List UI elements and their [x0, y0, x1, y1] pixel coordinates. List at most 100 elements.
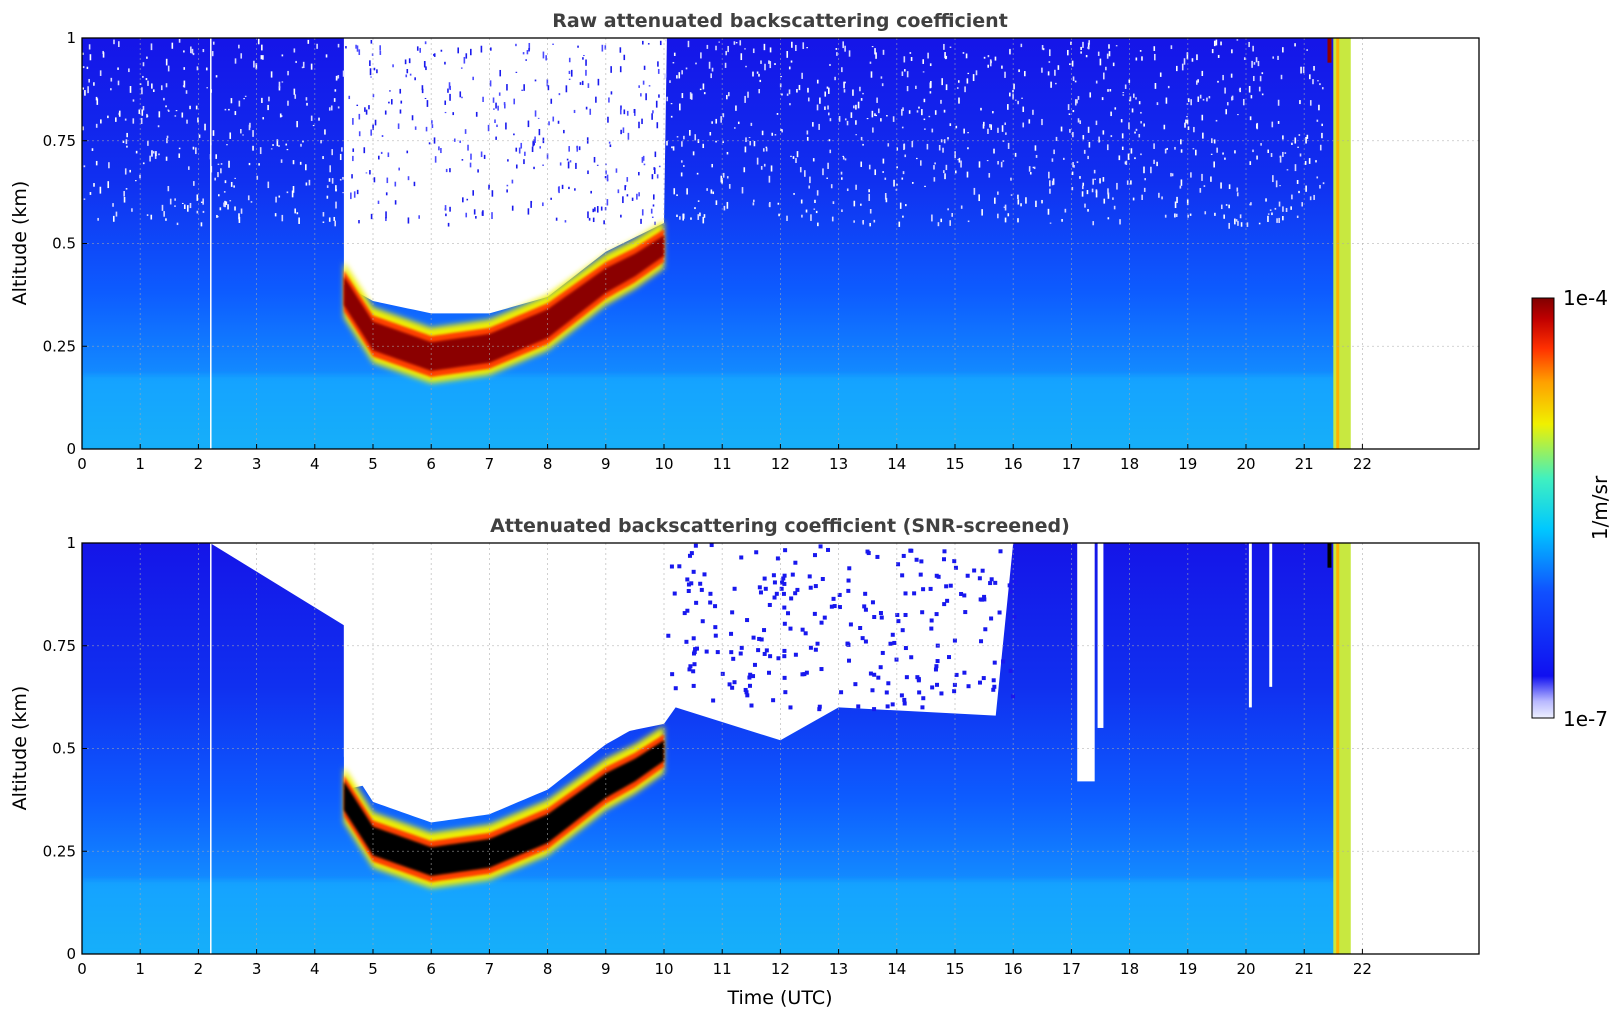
noise-pixel: [372, 93, 375, 98]
noise-pixel: [882, 171, 884, 173]
noise-pixel: [183, 80, 186, 88]
noise-pixel: [110, 77, 113, 82]
noise-pixel: [204, 123, 206, 131]
noise-pixel: [240, 128, 242, 134]
gridlines: [82, 38, 1479, 449]
noise-pixel: [515, 147, 518, 152]
noise-pixel: [1112, 197, 1114, 200]
noise-pixel: [356, 189, 359, 195]
noise-pixel: [353, 191, 356, 198]
residual-pixel: [731, 656, 736, 661]
residual-pixel: [813, 584, 818, 589]
noise-pixel: [398, 167, 400, 171]
noise-pixel: [874, 169, 877, 176]
noise-pixel: [911, 181, 914, 184]
noise-pixel: [1135, 57, 1138, 61]
noise-pixel: [1122, 92, 1125, 94]
noise-pixel: [1106, 144, 1109, 151]
residual-pixel: [829, 604, 834, 609]
noise-pixel: [1107, 188, 1109, 195]
noise-pixel: [958, 97, 960, 104]
noise-pixel: [1224, 87, 1226, 94]
residual-pixel: [962, 670, 967, 675]
noise-pixel: [1175, 213, 1178, 218]
noise-pixel: [1248, 85, 1251, 93]
residual-pixel: [817, 707, 822, 712]
noise-pixel: [860, 161, 863, 167]
noise-pixel: [175, 110, 178, 112]
noise-pixel: [781, 93, 783, 96]
screened-column: [1097, 543, 1104, 728]
noise-pixel: [949, 220, 951, 226]
noise-pixel: [1202, 132, 1204, 139]
noise-pixel: [743, 167, 746, 173]
noise-pixel: [931, 128, 934, 133]
noise-pixel: [978, 161, 981, 168]
noise-pixel: [1101, 97, 1104, 101]
residual-pixel: [870, 600, 875, 605]
noise-pixel: [607, 116, 609, 123]
noise-pixel: [722, 141, 724, 143]
noise-pixel: [1004, 217, 1007, 223]
noise-pixel: [331, 149, 333, 156]
noise-pixel: [96, 98, 99, 105]
residual-pixel: [942, 549, 947, 554]
residual-pixel: [767, 602, 772, 607]
noise-pixel: [805, 209, 808, 213]
noise-pixel: [1130, 148, 1133, 154]
noise-pixel: [1202, 98, 1205, 101]
noise-pixel: [681, 70, 683, 75]
noise-pixel: [724, 62, 727, 68]
noise-pixel: [1315, 160, 1317, 163]
noise-pixel: [763, 43, 766, 51]
noise-pixel: [248, 162, 251, 166]
noise-pixel: [940, 139, 943, 143]
residual-pixel: [747, 675, 752, 680]
noise-pixel: [640, 218, 642, 224]
noise-pixel: [511, 205, 514, 211]
noise-pixel: [335, 75, 338, 81]
noise-pixel: [566, 158, 569, 161]
noise-pixel: [1316, 119, 1319, 122]
residual-pixel: [720, 671, 725, 676]
noise-pixel: [217, 172, 219, 178]
noise-pixel: [229, 132, 232, 139]
residual-pixel: [708, 600, 713, 605]
residual-pixel: [920, 705, 925, 710]
noise-pixel: [651, 216, 654, 218]
noise-pixel: [110, 88, 112, 91]
noise-pixel: [901, 109, 903, 116]
noise-pixel: [924, 128, 926, 130]
noise-pixel: [142, 75, 144, 78]
noise-pixel: [1249, 161, 1252, 165]
residual-pixel: [929, 618, 934, 623]
noise-pixel: [908, 110, 911, 114]
noise-pixel: [1161, 196, 1163, 200]
noise-pixel: [587, 170, 589, 175]
noise-pixel: [1176, 196, 1178, 204]
noise-pixel: [1020, 43, 1023, 48]
noise-pixel: [546, 79, 549, 87]
noise-pixel: [1063, 157, 1065, 160]
noise-pixel: [433, 53, 436, 57]
noise-pixel: [1193, 126, 1195, 133]
noise-pixel: [449, 93, 451, 101]
noise-pixel: [142, 105, 145, 111]
residual-pixel: [876, 675, 881, 680]
residual-pixel: [757, 636, 762, 641]
noise-pixel: [826, 177, 829, 179]
noise-pixel: [779, 83, 782, 88]
residual-pixel: [762, 576, 767, 581]
noise-pixel: [827, 105, 829, 110]
residual-pixel: [847, 658, 852, 663]
noise-pixel: [487, 124, 490, 132]
noise-pixel: [1135, 128, 1138, 131]
noise-pixel: [804, 170, 806, 177]
x-tick-label: 1: [135, 455, 145, 473]
noise-pixel: [135, 150, 138, 154]
noise-pixel: [356, 104, 359, 107]
noise-pixel: [1174, 213, 1176, 218]
noise-pixel: [161, 204, 164, 211]
noise-pixel: [676, 75, 678, 79]
noise-pixel: [365, 109, 368, 115]
